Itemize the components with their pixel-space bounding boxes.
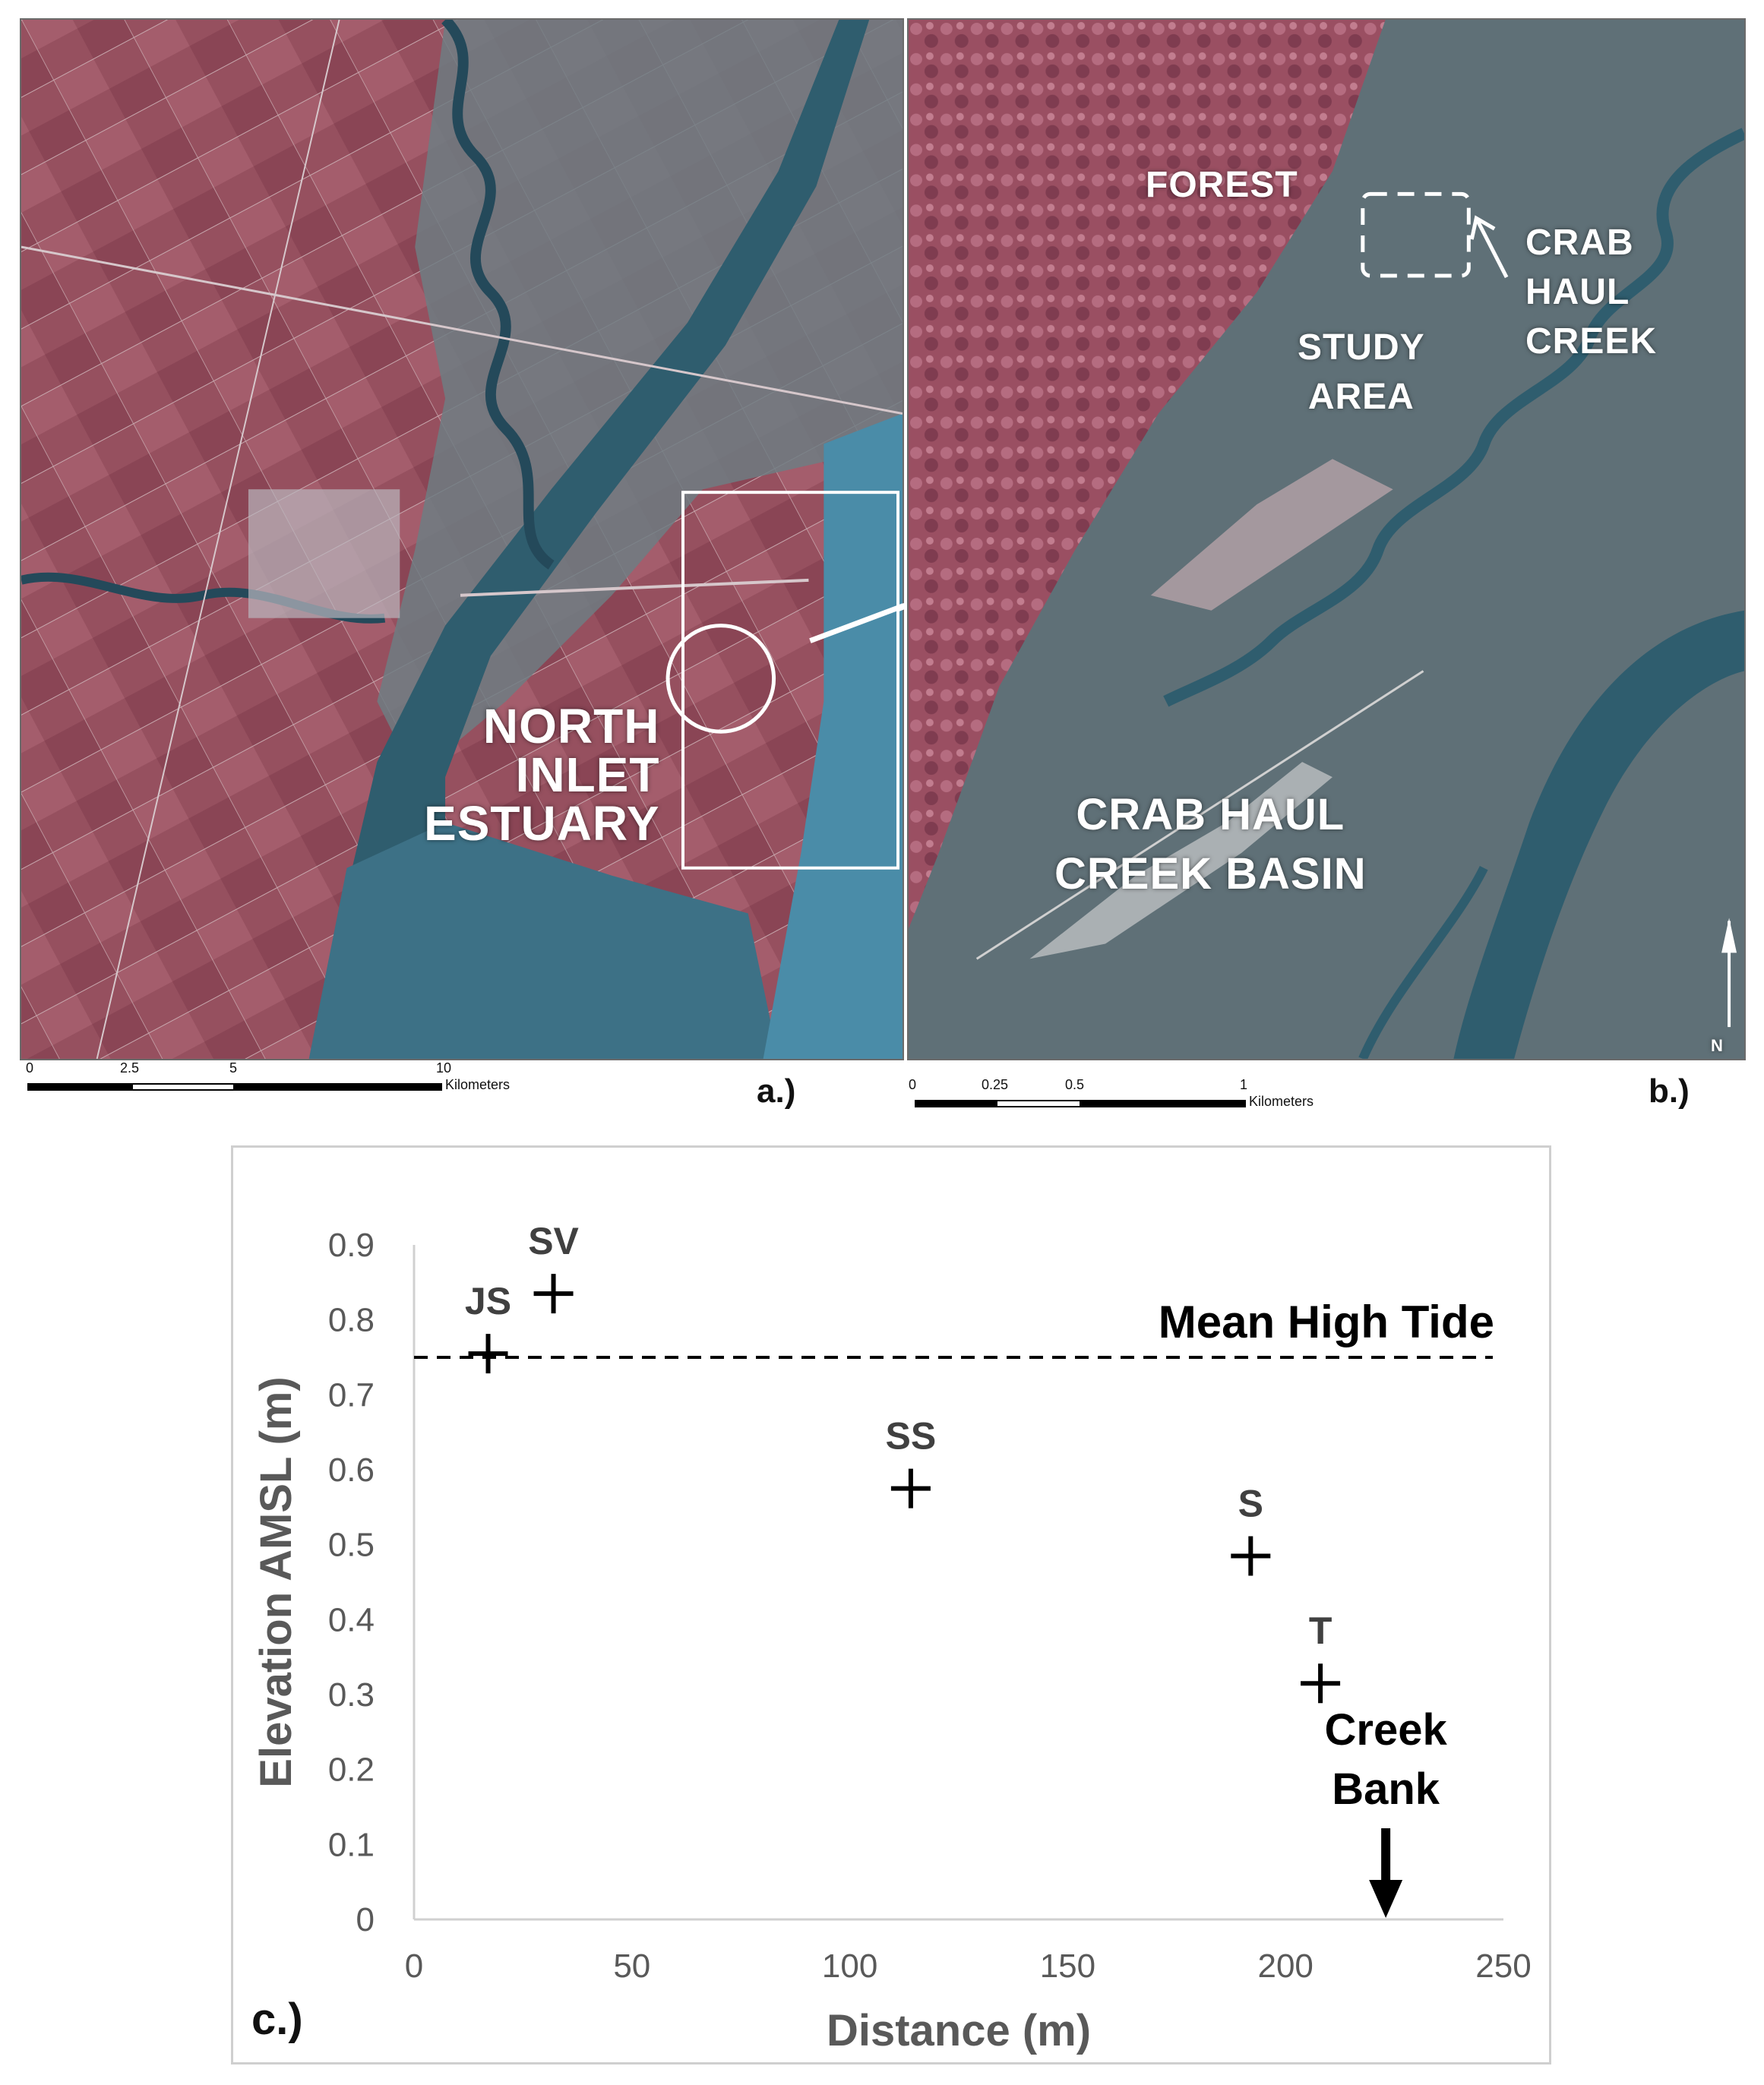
x-axis-title: Distance (m)	[827, 2006, 1091, 2055]
x-tick-label: 100	[822, 1948, 877, 1985]
scale-a-unit: Kilometers	[445, 1077, 511, 1092]
x-tick-label: 150	[1040, 1948, 1095, 1985]
map-panel-a: NORTH INLET ESTUARY	[20, 18, 904, 1060]
point-ss-label: SS	[886, 1415, 937, 1458]
y-tick-label: 0.9	[328, 1227, 375, 1264]
x-tick-label: 0	[405, 1948, 423, 1985]
y-tick-label: 0.7	[328, 1376, 375, 1414]
study-area-label: STUDY AREA	[1298, 327, 1425, 417]
x-tick-label: 250	[1475, 1948, 1531, 1985]
y-axis-title: Elevation AMSL (m)	[251, 1376, 301, 1787]
x-tick-label: 50	[613, 1948, 650, 1985]
y-tick-label: 0.5	[328, 1527, 375, 1564]
inset-rectangle	[681, 491, 900, 870]
creek-bank-label-line: Creek	[1325, 1705, 1448, 1755]
scale-b-tick-3: 1	[1240, 1077, 1248, 1092]
mean-high-tide-label: Mean High Tide	[1159, 1297, 1494, 1347]
basin-label: CRAB HAUL CREEK BASIN	[1054, 790, 1367, 899]
panel-b-tag: b.)	[1649, 1073, 1690, 1110]
y-tick-label: 0.6	[328, 1452, 375, 1489]
detail-satellite-image	[909, 20, 1744, 1059]
y-tick-label: 0.3	[328, 1676, 375, 1714]
regional-satellite-image	[21, 20, 903, 1059]
estuary-label: NORTH INLET ESTUARY	[424, 699, 660, 851]
y-tick-label: 0.8	[328, 1302, 375, 1339]
x-tick-label: 200	[1257, 1948, 1313, 1985]
point-t-label: T	[1309, 1610, 1332, 1652]
panel-c-tag: c.)	[251, 1995, 303, 2044]
creek-bank-arrow-head	[1369, 1880, 1403, 1918]
y-tick-label: 0.1	[328, 1826, 375, 1863]
panel-a-tag: a.)	[757, 1073, 796, 1110]
scale-bar-b: 0 0.25 0.5 1 Kilometers	[909, 1077, 1364, 1123]
scale-a-tick-1: 2.5	[120, 1060, 140, 1076]
scale-b-tick-2: 0.5	[1065, 1077, 1085, 1092]
forest-label: FOREST	[1146, 165, 1298, 205]
point-s-label: S	[1238, 1482, 1263, 1524]
scale-b-tick-0: 0	[909, 1077, 917, 1092]
study-circle	[665, 624, 776, 734]
elevation-chart-panel: 0 0.1 0.2 0.3 0.4 0.5 0.6 0.7 0.8 0.9 0 50 100 150 200…	[231, 1145, 1551, 2064]
y-tick-label: 0.2	[328, 1752, 375, 1789]
elevation-chart: 0 0.1 0.2 0.3 0.4 0.5 0.6 0.7 0.8 0.9 0 50 100 150 200…	[251, 1220, 1532, 2055]
point-sv-label: SV	[528, 1220, 579, 1262]
north-arrow-label: N	[1711, 1036, 1724, 1055]
scale-b-unit: Kilometers	[1249, 1094, 1314, 1109]
creek-bank-label-line: Bank	[1332, 1764, 1440, 1814]
scale-a-tick-0: 0	[26, 1060, 34, 1076]
scale-a-tick-2: 5	[229, 1060, 238, 1076]
point-js-label: JS	[465, 1280, 511, 1322]
y-tick-label: 0.4	[328, 1601, 375, 1638]
study-area-box	[1361, 191, 1471, 278]
creek-pointer-arrow	[1476, 220, 1509, 279]
y-tick-label: 0	[356, 1901, 375, 1938]
map-panel-b: FOREST STUDY AREA CRAB HAUL CREEK CRAB H…	[907, 18, 1746, 1060]
scale-b-tick-1: 0.25	[982, 1077, 1009, 1092]
scale-bar-a: 0 2.5 5 10 Kilometers	[26, 1060, 558, 1106]
crab-haul-creek-label: CRAB HAUL CREEK	[1525, 223, 1658, 362]
scale-a-tick-3: 10	[436, 1060, 452, 1076]
